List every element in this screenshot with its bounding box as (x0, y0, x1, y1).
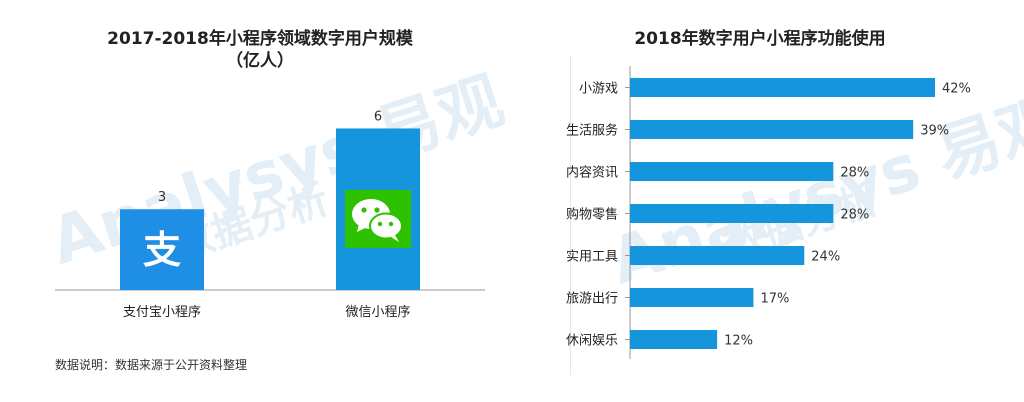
right-category-label-3: 购物零售 (566, 207, 618, 223)
alipay-logo-icon: 支 (137, 225, 187, 275)
right-category-label-5: 旅游出行 (566, 292, 618, 307)
left-chart-title-line1: 2017-2018年小程序领域数字用户规模 (107, 29, 413, 49)
right-bar-6 (630, 330, 718, 349)
right-bar-4 (630, 246, 805, 265)
left-chart-title-line2: （亿人） (226, 51, 294, 71)
right-chart-title: 2018年数字用户小程序功能使用 (634, 29, 886, 49)
right-bar-value-4: 24% (811, 250, 840, 265)
right-bar-value-6: 12% (724, 334, 753, 349)
right-category-label-1: 生活服务 (566, 123, 618, 139)
left-chart-title: 2017-2018年小程序领域数字用户规模 （亿人） (90, 28, 430, 72)
right-bar-value-3: 28% (840, 208, 869, 223)
left-category-label-1: 微信小程序 (345, 305, 410, 320)
chart-divider (570, 55, 571, 375)
right-bar-3 (630, 204, 834, 223)
wechat-logo-icon (345, 190, 411, 249)
right-bar-2 (630, 162, 834, 181)
right-bar-0 (630, 78, 935, 97)
left-bar-0 (120, 209, 204, 290)
left-bar-value-0: 3 (158, 190, 166, 205)
left-bar-value-1: 6 (374, 109, 382, 124)
right-bar-1 (630, 120, 914, 139)
right-category-label-4: 实用工具 (566, 250, 618, 265)
right-bar-5 (630, 288, 754, 307)
left-category-label-0: 支付宝小程序 (123, 305, 201, 320)
right-category-label-6: 休闲娱乐 (566, 334, 618, 349)
right-bar-value-2: 28% (840, 166, 869, 181)
right-bar-value-0: 42% (942, 82, 971, 97)
right-bar-value-1: 39% (920, 124, 949, 139)
right-bar-value-5: 17% (760, 292, 789, 307)
data-source-note: 数据说明：数据来源于公开资料整理 (55, 358, 248, 372)
svg-text:支: 支 (143, 228, 181, 272)
right-category-label-2: 内容资讯 (566, 165, 618, 181)
right-category-label-0: 小游戏 (579, 82, 618, 97)
